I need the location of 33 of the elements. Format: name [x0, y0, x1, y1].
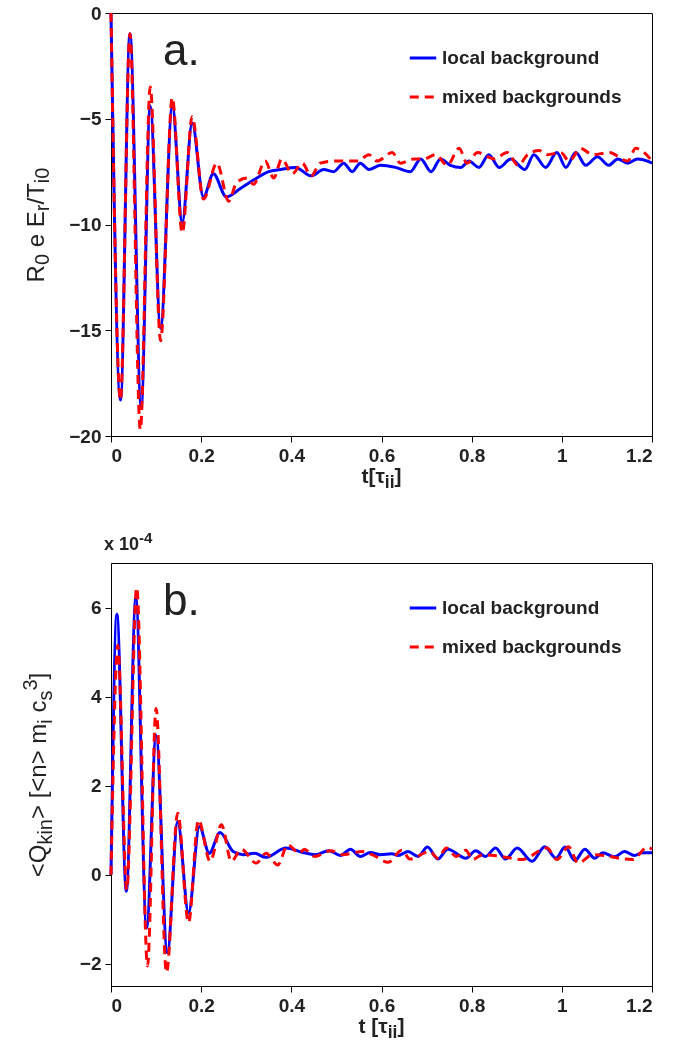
x-tick-label: 0 [111, 994, 123, 1016]
y-tick-label: 6 [90, 597, 102, 619]
y-tick-label: −2 [79, 953, 102, 975]
x-tick-label: 0.2 [188, 444, 215, 466]
legend-label: mixed backgrounds [442, 86, 622, 107]
x-axis-title: t [τ$_{ii}$] [357, 1014, 406, 1044]
annotation: a. [163, 25, 200, 75]
x-tick-label: 0.8 [458, 994, 486, 1016]
legend-label: local background [442, 597, 600, 618]
y-tick-label: 2 [90, 775, 102, 797]
text: x 10$^{-4}$ [104, 529, 153, 555]
y-tick-label: 0 [90, 2, 102, 24]
x-tick-label: 1.2 [626, 994, 653, 1016]
x-tick-label: 0.8 [458, 444, 486, 466]
y-tick-label: −20 [69, 425, 102, 447]
x-tick-label: 0.4 [278, 444, 306, 466]
annotation: b. [163, 575, 200, 625]
y-tick-label: 0 [90, 864, 102, 886]
x-tick-label: 0.6 [368, 444, 396, 466]
y-tick-label: −5 [79, 108, 102, 130]
x-tick-label: 0.4 [278, 994, 306, 1016]
x-tick-label: 0 [111, 444, 123, 466]
x-tick-label: 0.2 [188, 994, 215, 1016]
x-tick-label: 0.6 [368, 994, 396, 1016]
x-tick-label: 1.2 [626, 444, 653, 466]
y-tick-label: 4 [90, 686, 102, 708]
legend-label: local background [442, 47, 600, 68]
x-tick-label: 1 [557, 444, 569, 466]
y-tick-label: −10 [69, 214, 102, 235]
x-axis-title: t[τ$_{ii}$] [360, 464, 403, 494]
x-tick-label: 1 [557, 994, 569, 1016]
y-tick-label: −15 [69, 319, 102, 341]
legend-label: mixed backgrounds [442, 636, 622, 657]
